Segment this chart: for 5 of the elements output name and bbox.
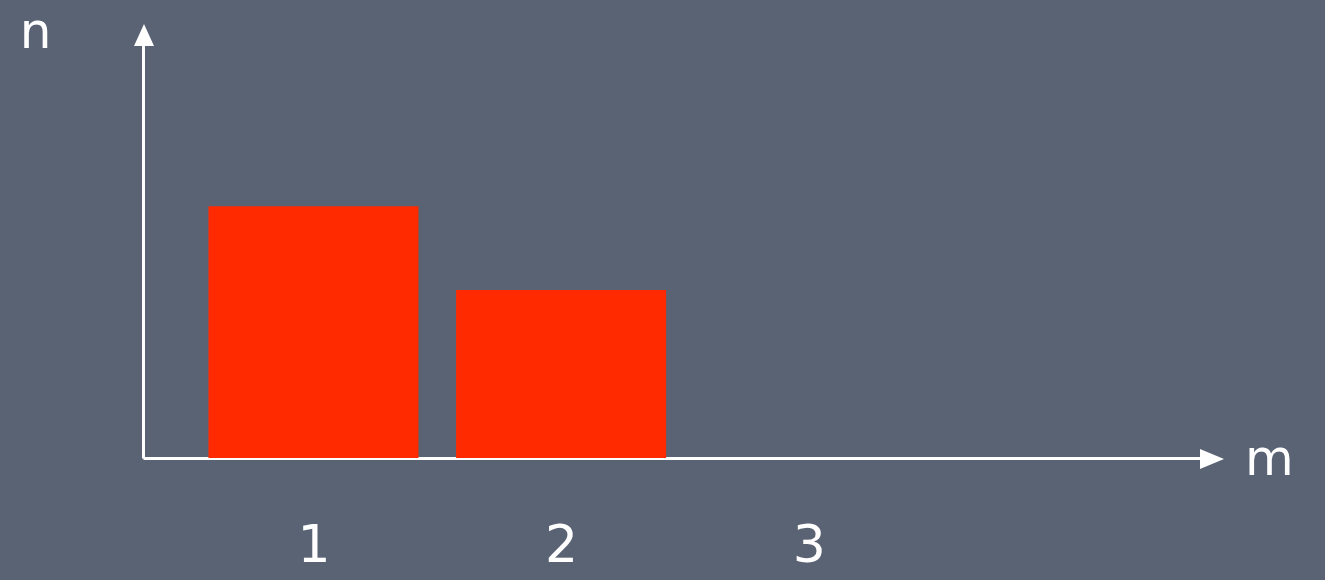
y-axis-title: n (19, 1, 52, 60)
x-tick-label: 2 (545, 513, 579, 574)
text: m (1245, 429, 1294, 487)
x-tick-label: 1 (297, 513, 331, 574)
x-tick-label: 3 (792, 513, 826, 574)
